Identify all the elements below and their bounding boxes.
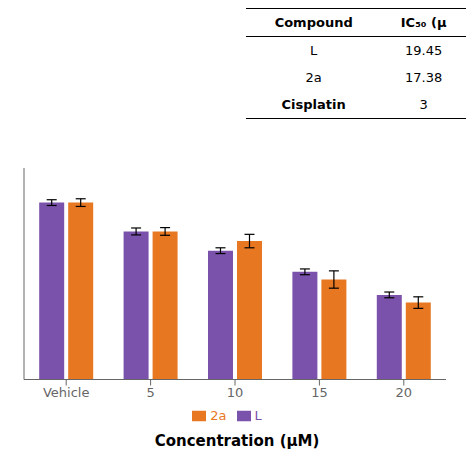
html-text:L: L bbox=[310, 43, 318, 58]
html-text:Concentration (μM): Concentration (μM) bbox=[154, 432, 320, 450]
html-text:17.38: 17.38 bbox=[405, 70, 443, 85]
html-text:Cisplatin: Cisplatin bbox=[281, 97, 346, 112]
svg-text:15: 15 bbox=[311, 385, 328, 400]
svg-text:10: 10 bbox=[227, 385, 244, 400]
html-text:19.45: 19.45 bbox=[405, 43, 443, 58]
html-text:2a: 2a bbox=[210, 407, 227, 423]
html-text:IC₅₀ (μ: IC₅₀ (μ bbox=[400, 15, 447, 30]
svg-text:5: 5 bbox=[146, 385, 154, 400]
html-text:3: 3 bbox=[419, 97, 428, 112]
html-text:2a: 2a bbox=[305, 70, 322, 85]
html-text:L: L bbox=[254, 407, 262, 423]
html-text:Compound: Compound bbox=[274, 15, 353, 30]
svg-text:Vehicle: Vehicle bbox=[43, 385, 90, 400]
svg-text:20: 20 bbox=[396, 385, 413, 400]
